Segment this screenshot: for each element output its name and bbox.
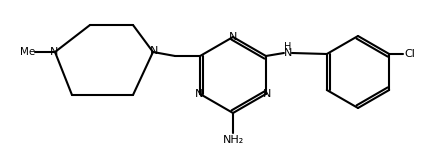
- Text: NH₂: NH₂: [222, 135, 244, 145]
- Text: Cl: Cl: [405, 49, 416, 59]
- Text: N: N: [284, 48, 292, 58]
- Text: N: N: [150, 46, 158, 56]
- Text: N: N: [229, 32, 237, 42]
- Text: Me: Me: [20, 47, 36, 57]
- Text: N: N: [263, 89, 271, 99]
- Text: H: H: [284, 42, 292, 52]
- Text: N: N: [195, 89, 203, 99]
- Text: N: N: [50, 47, 58, 57]
